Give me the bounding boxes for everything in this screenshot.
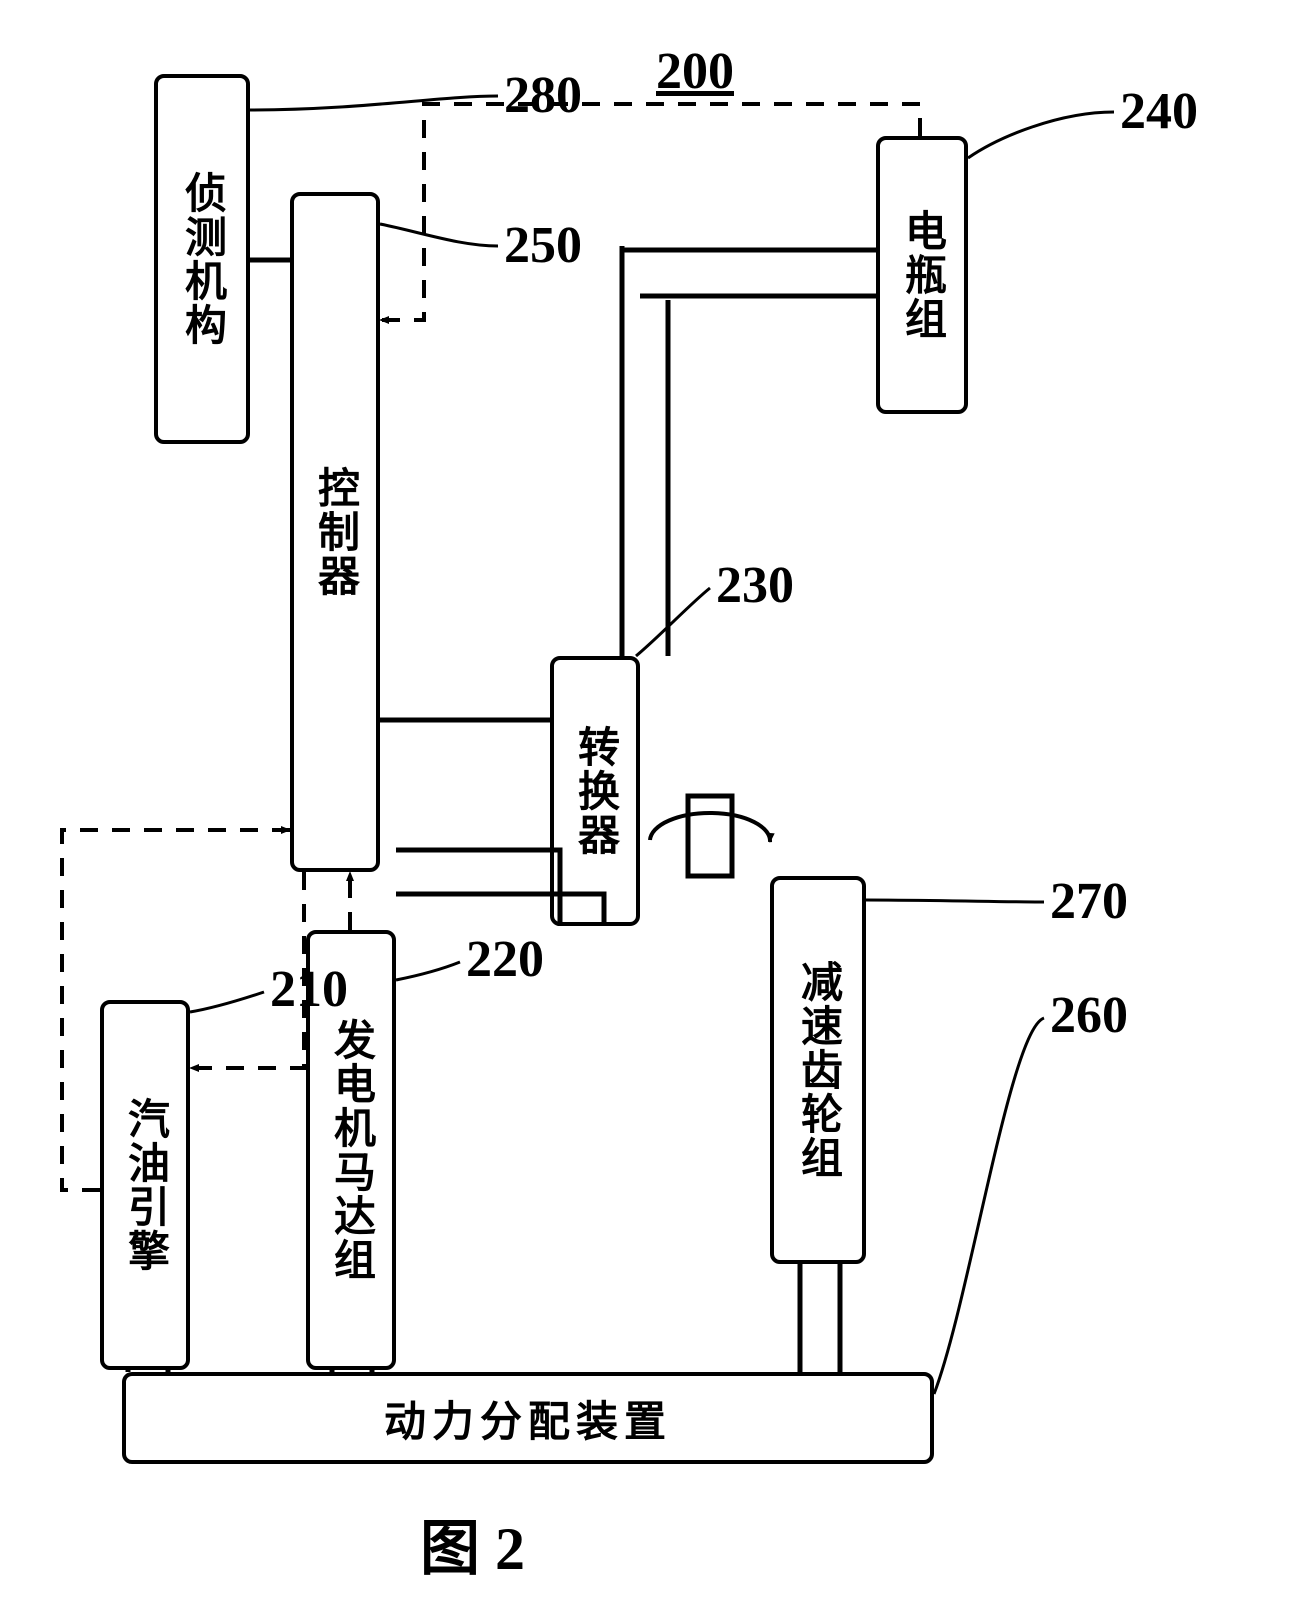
connectors-svg [0, 0, 1299, 1603]
